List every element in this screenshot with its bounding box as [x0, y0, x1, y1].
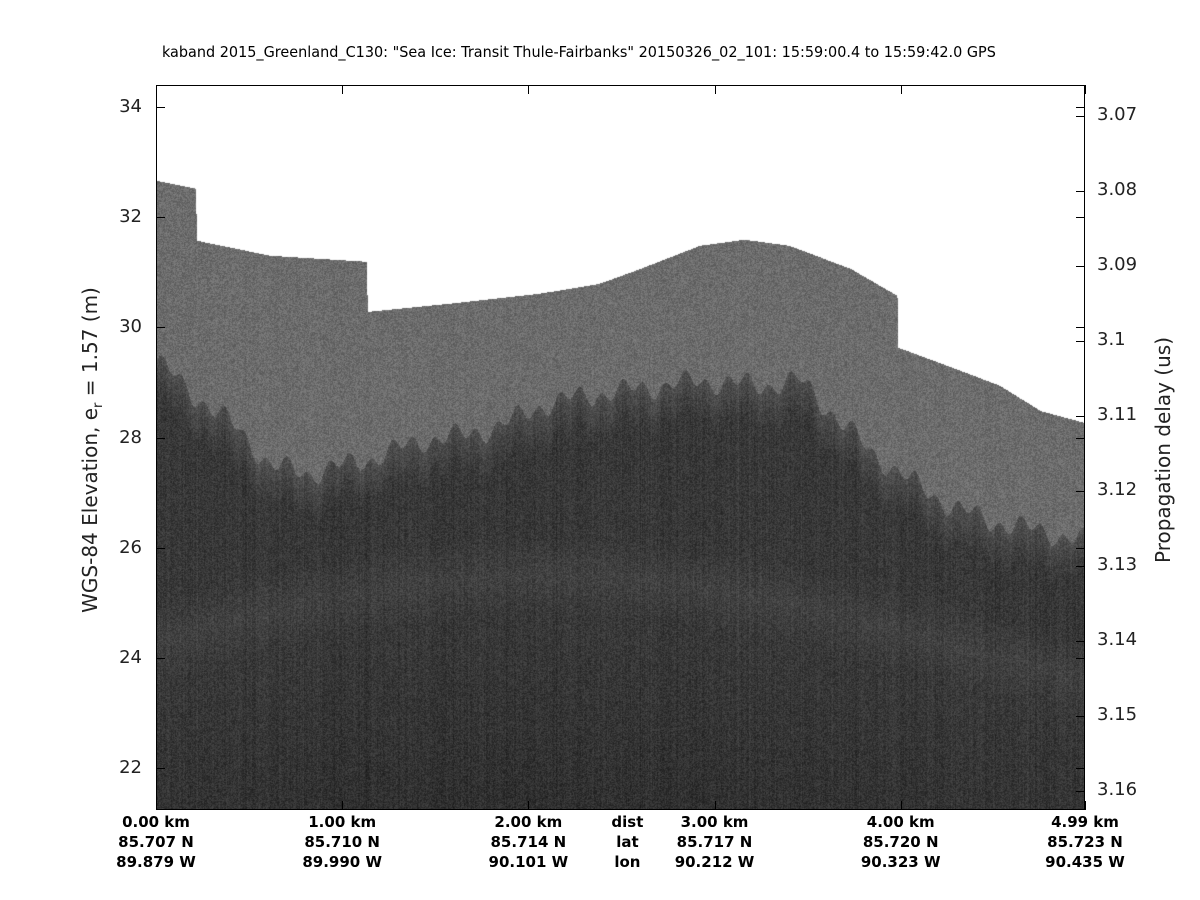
y-tick-label: 26 — [119, 537, 142, 558]
x-dist-label: 0.00 km — [96, 812, 216, 832]
y-tick-right — [1076, 217, 1085, 218]
x-tick-bottom — [528, 801, 529, 810]
x-tick-bottom — [715, 801, 716, 810]
y-tick-right — [1076, 438, 1085, 439]
chart-title: kaband 2015_Greenland_C130: "Sea Ice: Tr… — [0, 43, 1158, 61]
x-dist-label: 1.00 km — [282, 812, 402, 832]
y-tick-right — [1076, 658, 1085, 659]
y2-tick — [1076, 191, 1085, 192]
y-tick-left — [156, 327, 165, 328]
y2-tick — [1076, 116, 1085, 117]
x-lat-label: 85.710 N — [282, 832, 402, 852]
x-lon-label: 90.435 W — [1025, 852, 1145, 872]
x-tick-top — [342, 85, 343, 94]
x-tick-bottom — [156, 801, 157, 810]
x-tick-top — [715, 85, 716, 94]
y2-tick — [1076, 716, 1085, 717]
x-dist-label: 4.00 km — [841, 812, 961, 832]
x-tick-bottom — [901, 801, 902, 810]
y2-tick — [1076, 491, 1085, 492]
x-tick-top — [1085, 85, 1086, 94]
y-axis-title-suffix: = 1.57 (m) — [78, 287, 102, 402]
x-lon-label: 89.879 W — [96, 852, 216, 872]
y2-tick — [1076, 416, 1085, 417]
x-dist-label: 4.99 km — [1025, 812, 1145, 832]
y2-tick — [1076, 266, 1085, 267]
y2-tick-label: 3.07 — [1097, 104, 1137, 125]
y-tick-label: 28 — [119, 427, 142, 448]
y2-tick-label: 3.08 — [1097, 179, 1137, 200]
y2-tick-label: 3.14 — [1097, 629, 1137, 650]
y2-tick-label: 3.16 — [1097, 779, 1137, 800]
y-tick-right — [1076, 107, 1085, 108]
y2-tick — [1076, 566, 1085, 567]
y2-tick-label: 3.15 — [1097, 704, 1137, 725]
x-tick-bottom — [1085, 801, 1086, 810]
y-tick-left — [156, 217, 165, 218]
x-lat-label: 85.723 N — [1025, 832, 1145, 852]
y-tick-left — [156, 658, 165, 659]
y2-tick — [1076, 641, 1085, 642]
y-axis-title: WGS-84 Elevation, er = 1.57 (m) — [78, 287, 106, 613]
y-tick-label: 34 — [119, 96, 142, 117]
y2-tick-label: 3.12 — [1097, 479, 1137, 500]
echogram-image — [156, 85, 1085, 810]
y-tick-left — [156, 548, 165, 549]
y-tick-left — [156, 438, 165, 439]
y-tick-label: 32 — [119, 206, 142, 227]
y2-axis-title: Propagation delay (us) — [1151, 337, 1175, 563]
y2-tick-label: 3.13 — [1097, 554, 1137, 575]
y2-tick-label: 3.11 — [1097, 404, 1137, 425]
x-tick-top — [156, 85, 157, 94]
y2-tick — [1076, 791, 1085, 792]
x-lon-label: 89.990 W — [282, 852, 402, 872]
y-tick-left — [156, 107, 165, 108]
x-lat-label: 85.720 N — [841, 832, 961, 852]
y-tick-right — [1076, 327, 1085, 328]
x-tick-top — [528, 85, 529, 94]
y-tick-right — [1076, 768, 1085, 769]
y-tick-left — [156, 768, 165, 769]
row-label-dist: dist — [567, 812, 687, 832]
x-tick-bottom — [342, 801, 343, 810]
x-lon-label: 90.323 W — [841, 852, 961, 872]
y2-tick-label: 3.1 — [1097, 329, 1126, 350]
y-axis-title-main: WGS-84 Elevation, e — [78, 408, 102, 613]
y-tick-label: 24 — [119, 647, 142, 668]
y-tick-label: 22 — [119, 757, 142, 778]
row-label-lon: lon — [567, 852, 687, 872]
x-tick-top — [901, 85, 902, 94]
row-label-lat: lat — [567, 832, 687, 852]
y2-tick — [1076, 341, 1085, 342]
x-lat-label: 85.707 N — [96, 832, 216, 852]
y2-tick-label: 3.09 — [1097, 254, 1137, 275]
y-tick-label: 30 — [119, 316, 142, 337]
y-axis-title-subscript: r — [91, 403, 106, 408]
y-tick-right — [1076, 548, 1085, 549]
